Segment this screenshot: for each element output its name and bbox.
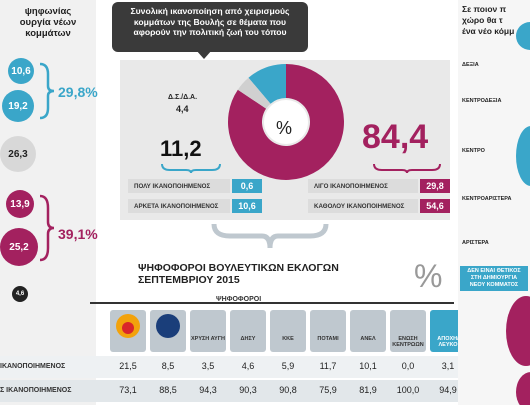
col-header: ΚΚΕ xyxy=(270,310,306,352)
table-cell: 94,9 xyxy=(439,385,457,395)
big-brace xyxy=(211,223,329,249)
right-item: ΔΕΞΙΑ xyxy=(462,62,479,68)
table-cell: 90,3 xyxy=(239,385,257,395)
legend-row-label: ΠΟΛΥ ΙΚΑΝΟΠΟΙΗΜΕΝΟΣ xyxy=(128,179,230,193)
table-cell: 75,9 xyxy=(319,385,337,395)
table-cell: 21,5 xyxy=(119,361,137,371)
right-note: ΔΕΝ ΕΙΝΑΙ ΘΕΤΙΚΟΣ ΣΤΗ ΔΗΜΙΟΥΡΓΙΑ ΝΕΟΥ ΚΟ… xyxy=(460,266,528,291)
table-row xyxy=(0,380,470,402)
section-pct: % xyxy=(414,258,443,294)
circle-value: 26,3 xyxy=(0,136,36,172)
table-cell: 5,9 xyxy=(281,361,295,371)
right-brace xyxy=(373,163,441,174)
section-title: ΨΗΦΟΦΟΡΟΙ ΒΟΥΛΕΥΤΙΚΩΝ ΕΚΛΟΓΩΝ ΣΕΠΤΕΜΒΡΙΟ… xyxy=(138,262,339,286)
table-cell: 81,9 xyxy=(359,385,377,395)
syriza-logo-mark xyxy=(122,322,134,334)
bubble-tail xyxy=(196,50,212,59)
right-item: ΚΕΝΤΡΟΑΡΙΣΤΕΡΑ xyxy=(462,196,512,202)
donut-chart xyxy=(228,64,344,180)
donut-center: % xyxy=(276,118,293,138)
table-cell: 3,5 xyxy=(201,361,215,371)
row-label: Σ ΙΚΑΝΟΠΟΙΗΜΕΝΟΣ xyxy=(0,387,72,394)
circle-value: 4,6 xyxy=(12,286,28,302)
row-label: ΙΚΑΝΟΠΟΙΗΜΕΝΟΣ xyxy=(0,363,66,370)
right-item: ΚΕΝΤΡΟ xyxy=(462,148,485,154)
table-cell: 11,7 xyxy=(319,361,337,371)
col-header: ΔΗΣΥ xyxy=(230,310,266,352)
col-header: ΕΝΩΣΗ ΚΕΝΤΡΩΩΝ xyxy=(390,310,426,352)
voters-label: ΨΗΦΟΦΟΡΟΙ xyxy=(216,296,262,303)
title-bubble: Συνολική ικανοποίηση από χειρισμούς κομμ… xyxy=(112,2,308,52)
brace-top-value: 29,8% xyxy=(58,84,98,100)
legend-row-label: ΛΙΓΟ ΙΚΑΝΟΠΟΙΗΜΕΝΟΣ xyxy=(308,179,418,193)
table-cell: 73,1 xyxy=(119,385,137,395)
table-cell: 88,5 xyxy=(159,385,177,395)
legend-row-value: 29,8 xyxy=(420,179,450,193)
circle-value: 10,6 xyxy=(8,58,34,84)
table-cell: 4,6 xyxy=(241,361,255,371)
right-bubble xyxy=(516,126,530,186)
left-brace xyxy=(161,163,221,174)
table-cell: 10,1 xyxy=(359,361,377,371)
table-cell: 8,5 xyxy=(161,361,175,371)
donut-slice xyxy=(228,64,344,180)
col-header: ΑΝΕΛ xyxy=(350,310,386,352)
col-header xyxy=(110,310,146,352)
legend-row-value: 0,6 xyxy=(232,179,262,193)
table-cell: 0,0 xyxy=(401,361,415,371)
table-cell: 3,1 xyxy=(441,361,455,371)
table-cell: 94,3 xyxy=(199,385,217,395)
left-value: 11,2 xyxy=(160,136,202,161)
right-bubble xyxy=(516,372,530,405)
dsa-value: 4,4 xyxy=(176,104,189,114)
right-item: ΑΡΙΣΤΕΡΑ xyxy=(462,240,489,246)
circle-value: 19,2 xyxy=(2,90,34,122)
table-cell: 100,0 xyxy=(396,385,420,395)
table-row xyxy=(0,356,470,378)
circle-value: 25,2 xyxy=(0,228,38,266)
right-title: Σε ποιον π χώρο θα τ ένα νέο κόμμ xyxy=(462,4,515,36)
brace-top xyxy=(39,62,55,120)
table-cell: 90,8 xyxy=(279,385,297,395)
col-header: ΧΡΥΣΗ ΑΥΓΗ xyxy=(190,310,226,352)
brace-bottom-value: 39,1% xyxy=(58,226,98,242)
legend-row-value: 54,6 xyxy=(420,199,450,213)
col-header xyxy=(150,310,186,352)
legend-row-label: ΑΡΚΕΤΑ ΙΚΑΝΟΠΟΙΗΜΕΝΟΣ xyxy=(128,199,230,213)
col-header: ΠΟΤΑΜΙ xyxy=(310,310,346,352)
right-value: 84,4 xyxy=(362,118,429,156)
table-rule xyxy=(90,302,454,305)
right-item: ΚΕΝΤΡΟΔΕΞΙΑ xyxy=(462,98,502,104)
right-bubble xyxy=(516,22,530,50)
nd-logo xyxy=(156,314,180,338)
circle-value: 13,9 xyxy=(6,190,34,218)
donut-slice xyxy=(248,64,286,104)
dsa-label: Δ.Σ./Δ.Α. xyxy=(168,94,198,101)
legend-row-value: 10,6 xyxy=(232,199,262,213)
brace-bottom xyxy=(39,194,55,262)
left-title: ψηφωνίας ουργία νέων κομμάτων xyxy=(19,6,77,39)
legend-row-label: ΚΑΘΟΛΟΥ ΙΚΑΝΟΠΟΙΗΜΕΝΟΣ xyxy=(308,199,418,213)
donut-slice xyxy=(237,77,271,109)
